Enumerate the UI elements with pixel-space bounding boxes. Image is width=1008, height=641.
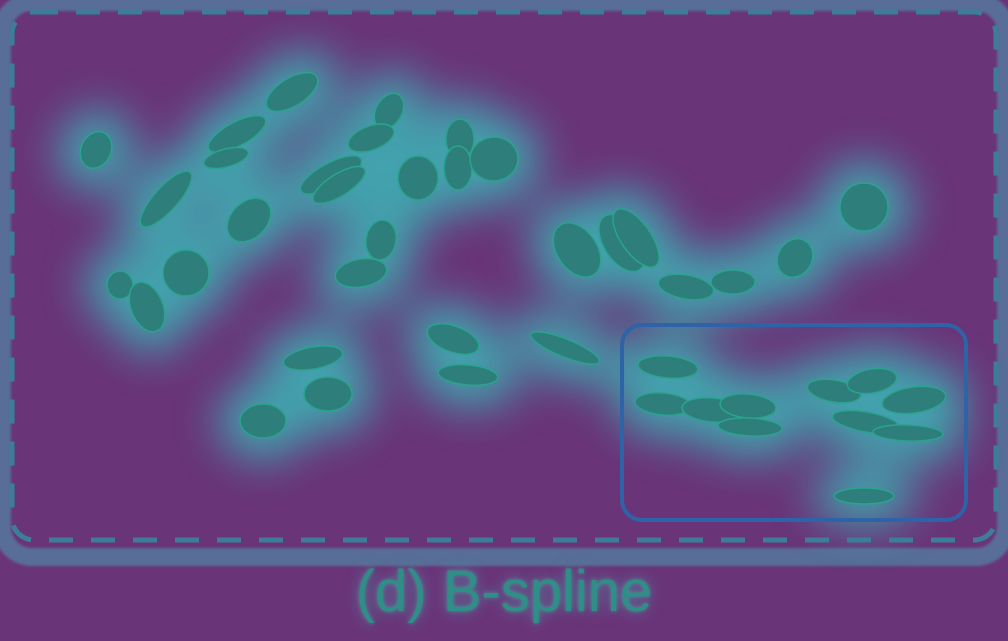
particle: [79, 130, 113, 170]
particle: [881, 385, 947, 415]
particle: [637, 354, 699, 380]
particle: [162, 249, 210, 297]
particle: [710, 269, 756, 295]
particle: [443, 145, 473, 191]
particle: [426, 322, 480, 356]
particle: [846, 367, 898, 395]
particle: [265, 71, 319, 113]
particle: [239, 403, 287, 439]
particle: [872, 424, 944, 442]
particle: [312, 165, 366, 205]
particle: [226, 197, 272, 243]
particle: [282, 345, 344, 371]
particle: [334, 257, 388, 289]
particle-layer: [79, 71, 947, 505]
particle: [437, 363, 499, 387]
particle: [839, 182, 889, 232]
particle: [717, 417, 783, 437]
dashed-frame: [9, 9, 999, 543]
particle: [303, 376, 353, 412]
particle: [397, 155, 439, 201]
particle: [469, 136, 519, 182]
particle: [207, 114, 267, 154]
outer-glow-border: [0, 0, 1008, 566]
particle: [776, 237, 814, 279]
particle: [128, 281, 166, 333]
particle: [657, 273, 715, 301]
particle: [552, 222, 602, 278]
particle: [202, 146, 250, 170]
highlight-box: [620, 323, 968, 522]
particle: [833, 487, 895, 505]
particle: [347, 123, 395, 153]
particle: [529, 331, 601, 365]
particle: [612, 208, 660, 268]
particle: [139, 170, 193, 228]
figure-caption: (d) B-spline: [355, 559, 653, 624]
